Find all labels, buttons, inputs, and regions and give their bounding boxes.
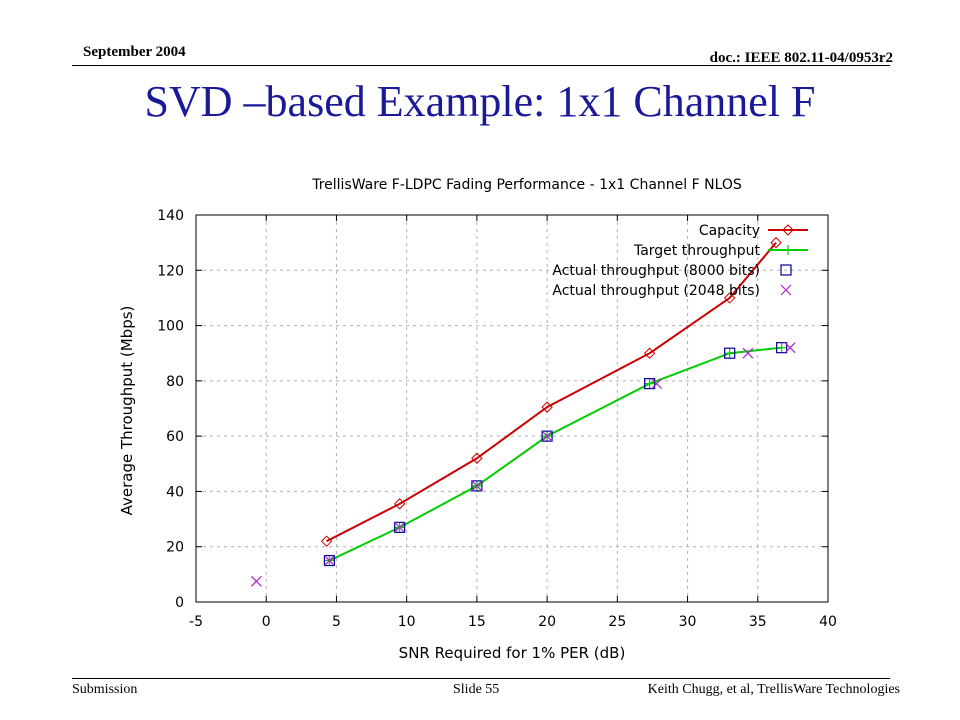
x-tick-label: 5 (332, 614, 341, 630)
footer-submission: Submission (72, 682, 138, 697)
y-tick-label: 140 (157, 208, 184, 224)
series-4-point (784, 342, 796, 354)
legend-marker-3 (780, 264, 792, 276)
header-doc-id: doc.: IEEE 802.11-04/0953r2 (709, 50, 893, 66)
x-tick-label: 35 (749, 614, 767, 630)
x-tick-label: 15 (468, 614, 486, 630)
footer-slide-number: Slide 55 (453, 682, 500, 697)
legend-marker-1 (782, 224, 794, 236)
series-2-point (724, 348, 735, 359)
x-tick-label: 0 (262, 614, 271, 630)
series-3-point (724, 347, 736, 359)
y-tick-label: 60 (166, 429, 184, 445)
x-tick-label: 10 (398, 614, 416, 630)
series-4-point (250, 575, 262, 587)
legend-label-4: Actual throughput (2048 bits) (552, 283, 760, 299)
chart-title: TrellisWare F-LDPC Fading Performance - … (311, 177, 742, 193)
y-axis-label: Average Throughput (Mbps) (118, 306, 136, 516)
series-4-point (323, 555, 335, 566)
legend-marker-4 (780, 284, 792, 296)
x-tick-label: 25 (608, 614, 626, 630)
y-tick-label: 20 (166, 540, 184, 556)
y-tick-label: 120 (157, 263, 184, 279)
series-4-point (651, 378, 663, 390)
series-1-point (643, 347, 656, 359)
x-tick-label: -5 (189, 614, 203, 630)
series-4-point (394, 521, 406, 533)
legend-label-2: Target throughput (633, 243, 761, 259)
series-3-point (471, 480, 483, 492)
y-tick-label: 80 (166, 374, 184, 390)
series-4-point (742, 347, 754, 359)
series-3-point (394, 521, 406, 533)
series-3-point (323, 554, 336, 567)
series-1-point (393, 498, 406, 510)
legend-label-3: Actual throughput (8000 bits) (552, 263, 760, 279)
x-axis-label: SNR Required for 1% PER (dB) (399, 644, 626, 662)
series-4-point (471, 480, 483, 492)
series-1-point (723, 292, 736, 304)
slide-title: SVD –based Example: 1x1 Channel F (144, 77, 816, 126)
x-tick-label: 20 (538, 614, 556, 630)
y-tick-label: 100 (157, 319, 184, 335)
series-3-point (644, 378, 656, 390)
series-1-point (471, 452, 483, 464)
series-3-point (541, 430, 553, 442)
series-4-point (541, 430, 553, 442)
plot-area (196, 215, 828, 602)
plot-frame (195, 214, 829, 603)
series-1-point (770, 236, 782, 249)
footer-rule (72, 678, 890, 679)
series-1-point (320, 535, 333, 547)
header-rule (72, 65, 890, 66)
legend-marker-2 (783, 245, 793, 255)
y-tick-label: 40 (166, 484, 184, 500)
series-2-point (644, 378, 655, 389)
header-date: September 2004 (83, 44, 186, 60)
x-tick-label: 40 (819, 614, 837, 630)
x-tick-label: 30 (679, 614, 697, 630)
footer-authors: Keith Chugg, et al, TrellisWare Technolo… (647, 682, 900, 697)
legend-label-1: Capacity (699, 223, 760, 239)
series-line-1 (326, 242, 777, 543)
series-3-point (776, 342, 788, 354)
series-2-point (776, 342, 787, 353)
series-1-point (541, 401, 553, 413)
y-tick-label: 0 (175, 595, 184, 611)
